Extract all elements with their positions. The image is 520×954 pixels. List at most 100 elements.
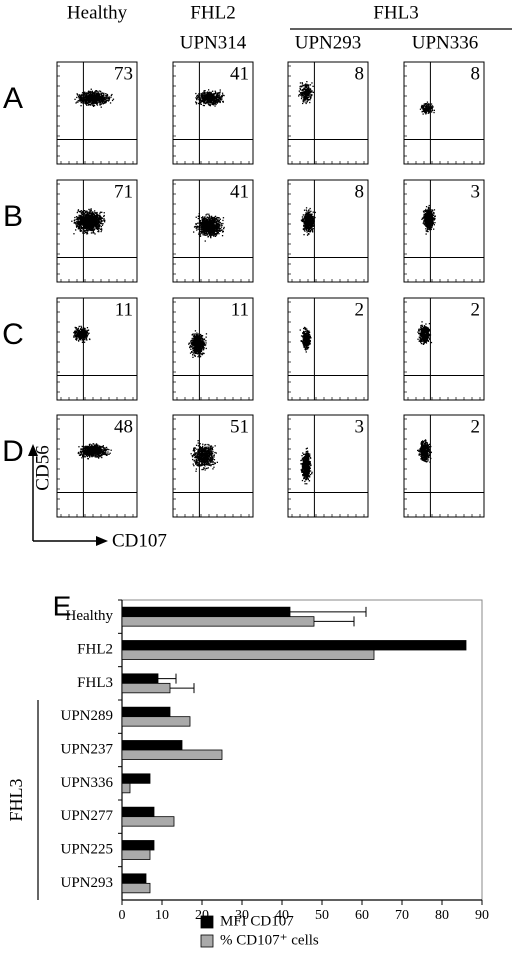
dot bbox=[90, 221, 92, 223]
dot bbox=[204, 234, 206, 236]
dot bbox=[98, 214, 100, 216]
dot bbox=[423, 220, 425, 222]
dot bbox=[215, 217, 217, 219]
dot bbox=[78, 94, 80, 96]
dot bbox=[306, 101, 308, 103]
dot bbox=[84, 230, 86, 232]
dot bbox=[205, 102, 207, 104]
dot bbox=[424, 108, 426, 110]
dot bbox=[96, 220, 98, 222]
dot bbox=[200, 95, 202, 97]
dot bbox=[311, 216, 313, 218]
dot bbox=[203, 92, 206, 95]
dot bbox=[211, 97, 213, 99]
dot bbox=[75, 229, 77, 231]
dot bbox=[71, 220, 73, 222]
dot bbox=[197, 94, 199, 96]
dot bbox=[199, 233, 202, 235]
dot bbox=[97, 101, 99, 104]
dot bbox=[423, 223, 425, 225]
dot-cloud bbox=[71, 208, 106, 235]
dot bbox=[302, 218, 305, 221]
dot bbox=[99, 222, 102, 225]
dot bbox=[430, 209, 432, 211]
dot bbox=[217, 96, 219, 98]
dot bbox=[301, 91, 303, 94]
dot bbox=[208, 218, 210, 220]
dot bbox=[428, 214, 430, 216]
dot bbox=[207, 229, 209, 231]
dot bbox=[91, 90, 93, 92]
dot bbox=[214, 215, 217, 217]
dot bbox=[217, 226, 220, 228]
dot bbox=[202, 219, 204, 221]
plot-frame bbox=[287, 179, 369, 283]
dot bbox=[79, 98, 81, 101]
dot bbox=[222, 219, 224, 222]
dot bbox=[97, 221, 99, 223]
dot bbox=[220, 226, 223, 228]
dot bbox=[206, 95, 208, 97]
dot bbox=[428, 222, 430, 224]
dot bbox=[212, 232, 214, 234]
dot bbox=[302, 84, 305, 87]
quadrant-percent: 41 bbox=[230, 63, 249, 84]
dot bbox=[425, 112, 427, 114]
dot bbox=[80, 102, 82, 104]
quadrant-percent: 8 bbox=[355, 181, 365, 202]
dot bbox=[429, 220, 431, 222]
dot bbox=[99, 104, 101, 106]
dot bbox=[425, 107, 428, 109]
dot bbox=[432, 223, 434, 225]
dot bbox=[213, 98, 215, 100]
dot bbox=[201, 217, 203, 219]
dot bbox=[74, 219, 76, 221]
dot bbox=[82, 212, 85, 215]
dot bbox=[82, 216, 84, 219]
dot bbox=[211, 232, 213, 234]
dot bbox=[89, 211, 91, 214]
dot bbox=[219, 230, 221, 232]
dot bbox=[201, 224, 203, 226]
dot bbox=[428, 227, 430, 229]
dot bbox=[79, 217, 81, 220]
dot bbox=[302, 219, 304, 221]
dot bbox=[304, 88, 306, 90]
dot bbox=[222, 100, 224, 102]
dot bbox=[79, 97, 82, 99]
dot bbox=[209, 223, 211, 225]
dot bbox=[99, 225, 101, 227]
dot bbox=[91, 229, 94, 231]
dot bbox=[209, 217, 211, 219]
dot bbox=[101, 92, 103, 94]
dot bbox=[202, 234, 204, 236]
dot bbox=[203, 90, 205, 92]
dot bbox=[304, 227, 306, 229]
dot bbox=[303, 95, 305, 97]
column-header: UPN314 bbox=[180, 32, 247, 53]
dot bbox=[97, 227, 99, 229]
dot bbox=[310, 214, 312, 216]
dot bbox=[210, 100, 212, 102]
dot bbox=[80, 230, 82, 232]
dot bbox=[311, 226, 313, 228]
dot bbox=[96, 100, 98, 102]
dot bbox=[78, 217, 80, 219]
dot bbox=[301, 83, 304, 85]
dot bbox=[421, 106, 424, 108]
dot bbox=[96, 102, 98, 105]
dot bbox=[302, 228, 305, 230]
dot bbox=[308, 93, 310, 96]
dot bbox=[203, 98, 206, 100]
dot bbox=[101, 217, 104, 219]
dot bbox=[200, 228, 202, 230]
dot bbox=[222, 222, 224, 225]
dot bbox=[422, 107, 424, 110]
dot bbox=[216, 232, 218, 234]
dot bbox=[429, 210, 431, 212]
dot bbox=[434, 218, 436, 221]
dot bbox=[425, 220, 428, 222]
dot bbox=[85, 101, 87, 103]
dot bbox=[99, 93, 101, 95]
dot bbox=[424, 219, 426, 221]
